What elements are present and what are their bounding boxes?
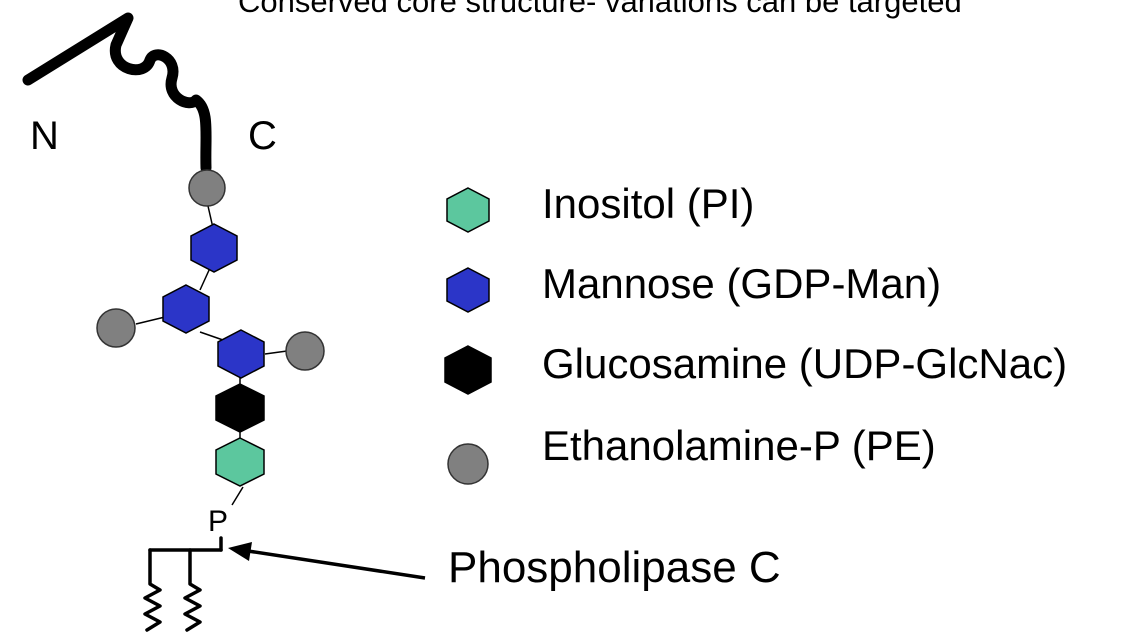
ethanolamine-p-node-right: [285, 331, 325, 371]
legend-item-mannose: Mannose (GDP-Man): [440, 256, 1140, 316]
inositol-hexagon-icon: [446, 187, 490, 233]
legend-item-inositol: Inositol (PI): [440, 176, 1140, 236]
legend-label: Ethanolamine-P (PE): [542, 422, 936, 469]
lipid-tails: [143, 536, 223, 632]
legend-label: Inositol (PI): [542, 180, 755, 227]
legend-label: Glucosamine (UDP-GlcNac): [542, 340, 1068, 387]
ethanolamine-p-node-top: [188, 169, 226, 207]
glycan-bonds: [135, 205, 288, 506]
glucosamine-hexagon-icon: [444, 345, 492, 395]
inositol-node: [215, 437, 265, 487]
ethanolamine-circle-icon: [447, 443, 489, 485]
mannose-node-2: [162, 284, 210, 334]
protein-chain: [22, 12, 212, 174]
phosphate-label: P: [208, 505, 229, 538]
enzyme-label: Phospholipase C: [448, 543, 781, 592]
legend-item-ethanolamine: Ethanolamine-P (PE): [440, 418, 1140, 485]
caption: Conserved core structure- variations can…: [238, 0, 962, 19]
ethanolamine-p-node-left: [96, 308, 136, 348]
legend-label: Mannose (GDP-Man): [542, 260, 942, 307]
mannose-node-3: [217, 329, 265, 379]
legend-item-glucosamine: Glucosamine (UDP-GlcNac): [440, 336, 1140, 396]
cleavage-arrow: [228, 542, 426, 580]
c-terminus-label: C: [248, 114, 277, 158]
n-terminus-label: N: [30, 114, 59, 158]
mannose-hexagon-icon: [446, 267, 490, 313]
mannose-node-1: [190, 223, 238, 273]
glucosamine-node: [215, 383, 265, 433]
